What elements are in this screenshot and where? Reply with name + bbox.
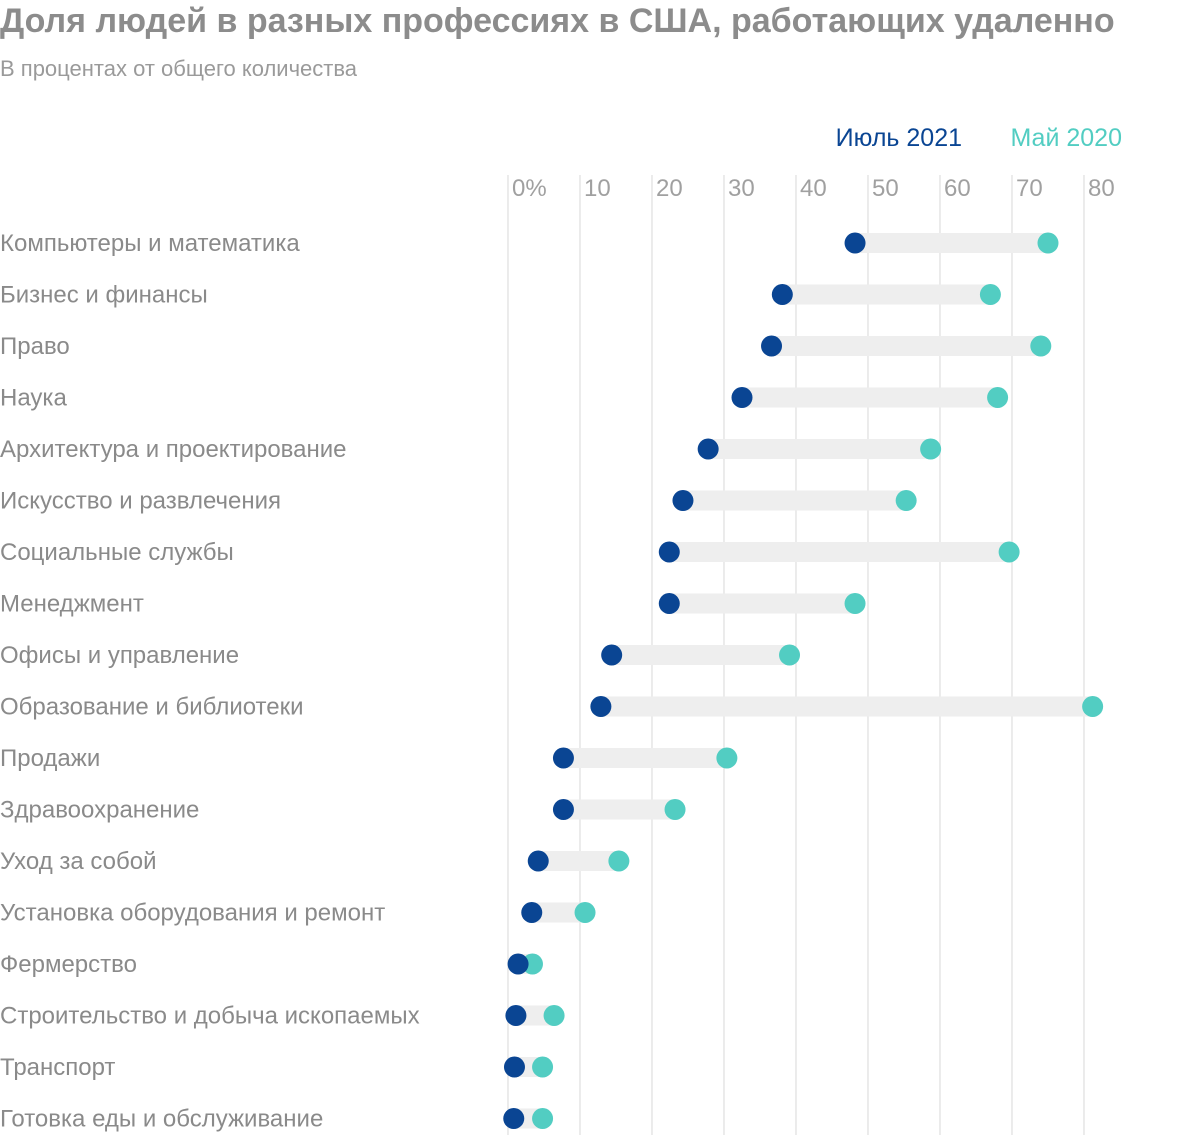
point-july-2021 <box>761 335 783 357</box>
x-tick-label: 50 <box>872 175 899 202</box>
range-bar <box>682 490 907 511</box>
point-july-2021 <box>658 593 680 614</box>
legend-entry-july-2021: Июль 2021 <box>836 124 962 152</box>
legend-entry-may-2020: Май 2020 <box>1010 124 1122 152</box>
category-label: Фермерство <box>0 951 137 978</box>
x-tick-label: 20 <box>656 175 683 202</box>
point-july-2021 <box>505 1005 527 1026</box>
x-tick-label: 80 <box>1088 175 1115 202</box>
category-label: Транспорт <box>0 1054 115 1081</box>
point-may-2020 <box>716 747 738 769</box>
range-bar <box>531 902 586 923</box>
point-july-2021 <box>552 747 574 769</box>
category-label: Здравоохранение <box>0 797 199 824</box>
point-may-2020 <box>521 953 543 975</box>
category-label: Наука <box>0 385 67 412</box>
point-may-2020 <box>979 284 1001 305</box>
category-label: Менеджмент <box>0 591 144 618</box>
x-tick-label: 40 <box>800 175 827 202</box>
legend: Июль 2021 Май 2020 <box>836 124 1122 152</box>
range-bars <box>513 233 1093 1129</box>
range-bar <box>515 1005 555 1026</box>
range-bar <box>538 851 619 871</box>
point-july-2021 <box>658 541 680 563</box>
range-bar <box>669 593 856 614</box>
x-tick-label: 10 <box>584 175 611 202</box>
point-may-2020 <box>987 387 1009 408</box>
point-may-2020 <box>920 438 942 460</box>
point-may-2020 <box>664 799 686 820</box>
category-label: Искусство и развлечения <box>0 488 281 515</box>
category-labels: Компьютеры и математика Бизнес и финансы П… <box>0 230 420 1133</box>
category-label: Право <box>0 333 70 360</box>
data-points <box>503 232 1104 1129</box>
point-may-2020 <box>895 490 917 511</box>
chart-subtitle: В процентах от общего количества <box>0 56 358 81</box>
range-bar <box>669 542 1010 562</box>
category-label: Уход за собой <box>0 848 157 875</box>
point-may-2020 <box>779 644 801 666</box>
point-july-2021 <box>503 1108 525 1129</box>
x-axis-ticks: 0% 10 20 30 40 50 60 70 80 <box>512 175 1115 202</box>
category-label: Готовка еды и обслуживание <box>0 1106 323 1133</box>
x-tick-label: 70 <box>1016 175 1043 202</box>
chart-title: Доля людей в разных профессиях в США, ра… <box>0 2 1115 40</box>
range-bar <box>782 284 991 305</box>
point-july-2021 <box>844 232 866 254</box>
point-may-2020 <box>1082 696 1104 717</box>
point-may-2020 <box>574 902 596 923</box>
point-july-2021 <box>672 490 694 511</box>
point-may-2020 <box>608 850 630 872</box>
range-bar <box>855 233 1048 253</box>
range-bar <box>563 748 727 768</box>
category-label: Строительство и добыча ископаемых <box>0 1003 420 1030</box>
range-bar <box>611 645 790 665</box>
point-may-2020 <box>1030 335 1052 357</box>
x-tick-label: 0% <box>512 175 547 202</box>
category-label: Продажи <box>0 745 100 772</box>
point-july-2021 <box>731 387 753 408</box>
category-label: Офисы и управление <box>0 642 239 669</box>
category-label: Установка оборудования и ремонт <box>0 900 385 927</box>
point-july-2021 <box>552 799 574 820</box>
category-label: Архитектура и проектирование <box>0 436 347 463</box>
point-may-2020 <box>532 1056 554 1078</box>
point-july-2021 <box>527 850 549 872</box>
point-july-2021 <box>590 696 612 717</box>
x-tick-label: 60 <box>944 175 971 202</box>
category-label: Бизнес и финансы <box>0 282 208 309</box>
category-label: Компьютеры и математика <box>0 230 300 257</box>
category-label: Социальные службы <box>0 539 234 566</box>
point-may-2020 <box>998 541 1020 563</box>
point-may-2020 <box>844 593 866 614</box>
point-may-2020 <box>543 1005 565 1026</box>
point-may-2020 <box>1037 232 1059 254</box>
range-bar <box>600 696 1093 717</box>
range-bar <box>771 336 1041 356</box>
range-bar <box>708 439 931 459</box>
x-tick-label: 30 <box>728 175 755 202</box>
point-july-2021 <box>697 438 719 460</box>
range-bar <box>563 799 676 820</box>
range-bar <box>742 387 998 408</box>
point-july-2021 <box>507 953 529 975</box>
point-july-2021 <box>503 1056 525 1078</box>
point-july-2021 <box>601 644 623 666</box>
point-july-2021 <box>521 902 543 923</box>
point-july-2021 <box>771 284 793 305</box>
point-may-2020 <box>532 1108 554 1129</box>
category-label: Образование и библиотеки <box>0 694 304 721</box>
